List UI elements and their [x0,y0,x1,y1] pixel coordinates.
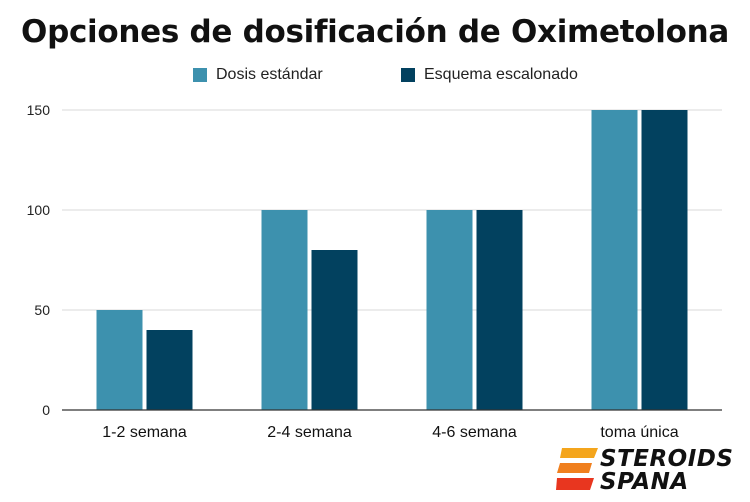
logo-line1: STEROIDS [600,446,734,472]
legend-item-dosis-estandar: Dosis estándar [193,66,323,84]
bar-dosis-estandar-3 [591,110,638,410]
bar-dosis-estandar-0 [96,310,143,410]
y-tick-label-150: 150 [27,102,51,118]
chart-title: Opciones de dosificación de Oximetolona [21,14,729,50]
logo-e-mark-icon [556,448,598,490]
bar-dosis-estandar-1 [261,210,308,410]
bar-esquema-escalonado-1 [311,250,358,410]
legend-item-esquema-escalonado: Esquema escalonado [401,66,578,84]
x-tick-label-1: 2-4 semana [267,424,352,441]
y-tick-label-50: 50 [34,302,50,318]
bar-esquema-escalonado-2 [476,210,523,410]
logo-line2: SPANA [600,469,689,495]
x-tick-label-3: toma única [600,424,678,441]
x-tick-label-2: 4-6 semana [432,424,517,441]
legend-label-esquema-escalonado: Esquema escalonado [424,66,578,83]
legend-swatch-esquema-escalonado [401,68,415,82]
y-tick-label-100: 100 [27,202,51,218]
steroids-espana-logo: STEROIDS SPANA [556,446,746,496]
bar-esquema-escalonado-0 [146,330,193,410]
bar-esquema-escalonado-3 [641,110,688,410]
bar-dosis-estandar-2 [426,210,473,410]
x-tick-label-0: 1-2 semana [102,424,187,441]
legend-label-dosis-estandar: Dosis estándar [216,66,323,83]
legend: Dosis estándar Esquema escalonado [0,66,750,88]
legend-swatch-dosis-estandar [193,68,207,82]
y-tick-label-0: 0 [42,402,50,418]
